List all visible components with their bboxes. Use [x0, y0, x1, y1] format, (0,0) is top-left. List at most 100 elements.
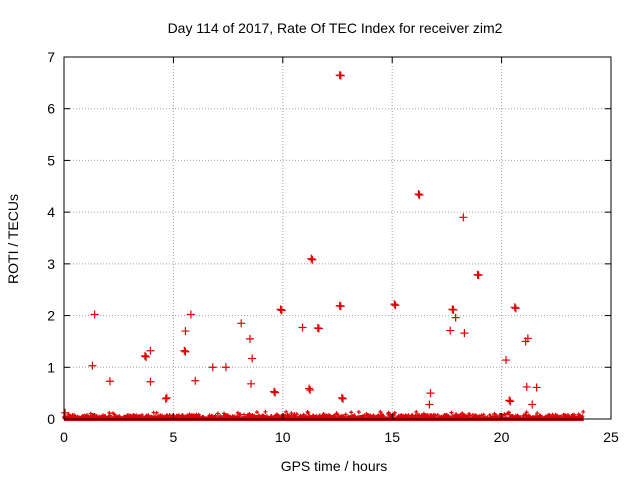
baseline-point: [225, 413, 230, 418]
data-point: [510, 303, 519, 312]
data-point: [338, 394, 347, 403]
baseline-point: [247, 411, 252, 416]
baseline-point: [283, 413, 288, 418]
data-point: [528, 400, 537, 409]
baseline-point: [241, 412, 246, 417]
data-point: [208, 363, 217, 372]
baseline-point: [263, 409, 268, 414]
baseline-point: [522, 416, 527, 421]
data-point: [501, 356, 510, 365]
data-point: [270, 387, 279, 396]
data-point: [162, 393, 171, 402]
data-point: [511, 304, 520, 313]
data-point: [248, 354, 257, 363]
baseline-point: [238, 412, 243, 417]
data-point: [308, 255, 317, 264]
y-tick-label: 7: [47, 49, 55, 65]
data-point: [88, 361, 97, 370]
y-axis-label: ROTI / TECUs: [5, 194, 21, 284]
baseline-point: [319, 416, 324, 421]
data-point: [180, 346, 189, 355]
data-point: [336, 71, 345, 80]
data-point: [460, 329, 469, 338]
y-tick-label: 3: [47, 256, 55, 272]
baseline-point: [496, 416, 501, 421]
baseline-point: [154, 410, 159, 415]
data-point: [191, 376, 200, 385]
data-point: [298, 323, 307, 332]
baseline-point: [284, 409, 289, 414]
baseline-point: [449, 410, 454, 415]
baseline-point: [336, 413, 341, 418]
data-point: [276, 305, 285, 314]
baseline-point: [378, 409, 383, 414]
data-point: [142, 352, 151, 361]
baseline-point: [294, 412, 299, 417]
data-point: [426, 389, 435, 398]
x-tick-label: 5: [170, 429, 178, 445]
baseline-point: [269, 414, 274, 419]
baseline-point: [454, 412, 459, 417]
data-point: [140, 351, 149, 360]
baseline-point: [107, 413, 112, 418]
baseline-point: [507, 412, 512, 417]
data-point: [181, 347, 190, 356]
data-point: [425, 400, 434, 409]
baseline-point: [356, 410, 361, 415]
baseline-point: [460, 411, 465, 416]
baseline-point: [376, 413, 381, 418]
data-point: [105, 377, 114, 386]
data-point: [505, 396, 514, 405]
data-point: [181, 327, 190, 336]
baseline-point: [92, 412, 97, 417]
data-point: [414, 190, 423, 199]
data-point: [506, 397, 515, 406]
baseline-point: [487, 412, 492, 417]
baseline-point: [481, 412, 486, 417]
baseline-point: [215, 411, 220, 416]
data-point: [221, 363, 230, 372]
baseline-point: [349, 410, 354, 415]
chart-title: Day 114 of 2017, Rate Of TEC Index for r…: [168, 20, 503, 36]
data-points: [61, 71, 541, 417]
baseline-point: [490, 414, 495, 419]
data-point: [90, 310, 99, 319]
baseline-point: [435, 412, 440, 417]
y-tick-label: 1: [47, 359, 55, 375]
data-point: [307, 254, 316, 263]
baseline-point: [107, 410, 112, 415]
baseline-point: [414, 410, 419, 415]
baseline-point: [479, 413, 484, 418]
baseline-point: [580, 414, 585, 419]
data-point: [390, 300, 399, 309]
data-point: [61, 408, 70, 417]
y-axis-ticks: 0 1 2 3 4 5 6 7: [47, 49, 611, 427]
data-point: [271, 388, 280, 397]
x-tick-label: 25: [603, 429, 619, 445]
x-tick-label: 15: [384, 429, 400, 445]
baseline-point: [509, 416, 514, 421]
baseline-point: [581, 409, 586, 414]
data-point: [451, 313, 460, 322]
data-point: [314, 324, 323, 333]
baseline-point: [467, 413, 472, 418]
data-point: [474, 271, 483, 280]
data-point: [161, 394, 170, 403]
baseline-point: [197, 414, 202, 419]
y-tick-label: 2: [47, 308, 55, 324]
x-tick-label: 0: [60, 429, 68, 445]
data-point: [237, 319, 246, 328]
data-point: [186, 310, 195, 319]
baseline-point: [423, 416, 428, 421]
data-point: [522, 382, 531, 391]
data-point: [415, 191, 424, 200]
baseline-point: [160, 413, 165, 418]
baseline-point: [392, 410, 397, 415]
baseline-point: [535, 411, 540, 416]
data-point: [449, 305, 458, 314]
y-tick-label: 0: [47, 411, 55, 427]
x-tick-label: 10: [275, 429, 291, 445]
baseline-point: [289, 411, 294, 416]
data-point: [336, 302, 345, 311]
